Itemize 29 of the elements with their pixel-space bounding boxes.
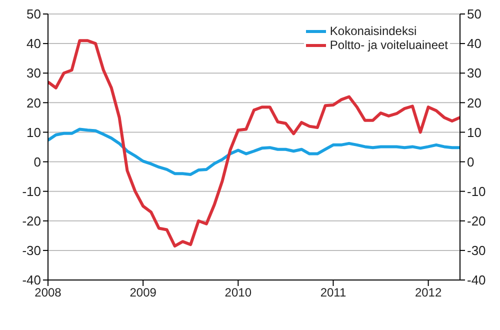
line-series bbox=[48, 39, 460, 248]
y2-tick-label: 20 bbox=[467, 95, 482, 110]
y2-tick-label: -10 bbox=[467, 184, 486, 199]
y2-tick-label: -40 bbox=[467, 272, 486, 288]
y-tick-label: 40 bbox=[26, 36, 41, 52]
y-tick-label: 30 bbox=[26, 66, 41, 81]
y-tick-label: 20 bbox=[26, 95, 41, 110]
y-tick-label: -40 bbox=[22, 272, 41, 288]
line-series bbox=[48, 128, 460, 176]
y-tick-label: 10 bbox=[26, 124, 41, 140]
x-tick-label: 2012 bbox=[414, 286, 442, 300]
y-tick-label: -20 bbox=[22, 214, 41, 229]
x-tick-label: 2011 bbox=[320, 286, 346, 300]
y2-tick-label: 50 bbox=[467, 6, 482, 22]
x-tick-label: 2009 bbox=[130, 286, 157, 300]
y2-tick-label: 10 bbox=[467, 124, 482, 140]
y-tick-label: 50 bbox=[26, 6, 41, 22]
y2-tick-label: -30 bbox=[467, 243, 486, 258]
x-tick-label: 2008 bbox=[34, 286, 62, 300]
y2-tick-label: 0 bbox=[467, 154, 474, 170]
y2-tick-label: 40 bbox=[467, 36, 482, 52]
legend-label: Kokonaisindeksi bbox=[330, 24, 417, 38]
y-tick-label: 0 bbox=[34, 154, 41, 170]
y2-tick-label: 30 bbox=[467, 66, 482, 81]
y-tick-label: -30 bbox=[22, 243, 41, 258]
legend-label: Poltto- ja voiteluaineet bbox=[330, 38, 448, 52]
x-tick-label: 2010 bbox=[224, 286, 252, 300]
y2-tick-label: -20 bbox=[467, 214, 486, 229]
y-tick-label: -10 bbox=[22, 184, 41, 199]
